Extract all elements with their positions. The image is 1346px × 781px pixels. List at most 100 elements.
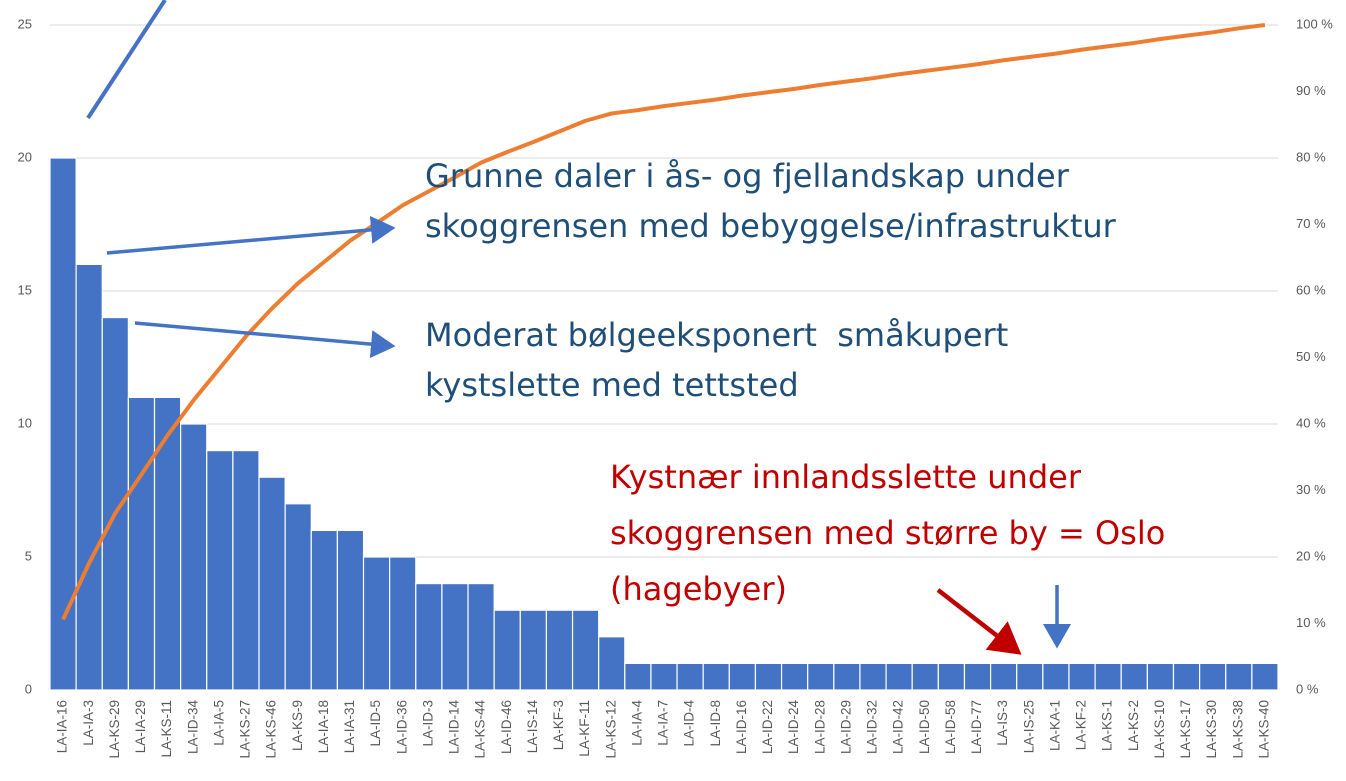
x-tick-label: LA-KS-17	[1178, 700, 1193, 759]
bar	[989, 662, 1018, 691]
bar	[676, 662, 704, 691]
annotation: kystslette med tettsted	[425, 366, 799, 404]
y2-tick-label: 90 %	[1296, 83, 1326, 98]
x-tick-label: LA-KS-9	[290, 700, 305, 751]
bar	[598, 636, 626, 691]
bar	[180, 423, 208, 691]
pointer-line	[86, 0, 167, 120]
bar	[1120, 662, 1148, 691]
x-tick-label: LA-IA-31	[342, 700, 357, 753]
bar	[519, 609, 548, 691]
bar	[441, 582, 469, 691]
bar	[911, 662, 939, 691]
x-tick-label: LA-ID-3	[420, 700, 435, 747]
bar	[937, 662, 966, 691]
annotation: skoggrensen med større by = Oslo	[610, 514, 1165, 552]
x-tick-label: LA-IA-3	[81, 700, 96, 746]
x-tick-label: LA-KF-3	[551, 700, 566, 750]
x-tick-label: LA-ID-58	[943, 700, 958, 754]
x-tick-label: LA-ID-34	[185, 700, 200, 755]
arrow	[106, 215, 396, 255]
annotation: skoggrensen med bebyggelse/infrastruktur	[425, 207, 1117, 245]
bar	[49, 157, 77, 691]
x-tick-label: LA-ID-50	[917, 700, 932, 754]
bar	[206, 450, 234, 691]
x-tick-label: LA-KS-38	[1230, 700, 1245, 759]
x-tick-label: LA-KS-46	[264, 700, 279, 759]
bar	[1068, 662, 1096, 691]
arrow	[936, 588, 1022, 655]
x-tick-label: LA-KS-12	[603, 700, 618, 759]
bar	[1172, 662, 1201, 691]
x-tick-label: LA-ID-32	[865, 700, 880, 754]
x-tick-label: LA-ID-28	[812, 700, 827, 754]
bar	[415, 582, 443, 691]
x-tick-label: LA-KS-10	[1152, 700, 1167, 759]
y2-tick-label: 10 %	[1296, 615, 1326, 630]
bar	[1094, 662, 1122, 691]
x-tick-label: LA-KF-11	[577, 700, 592, 757]
y-tick-label: 15	[18, 282, 32, 297]
bar	[1042, 662, 1070, 691]
bar	[467, 582, 495, 691]
bar	[1251, 662, 1279, 691]
bar	[258, 476, 286, 691]
y-tick-label: 20	[18, 149, 32, 164]
x-tick-label: LA-KS-11	[159, 700, 174, 758]
x-tick-label: LA-ID-5	[368, 700, 383, 747]
x-tick-label: LA-IS-25	[1021, 700, 1036, 753]
bar	[545, 609, 574, 691]
bar	[1016, 662, 1044, 691]
y2-tick-label: 40 %	[1296, 415, 1326, 430]
x-tick-label: LA-IS-14	[525, 700, 540, 754]
x-tick-label: LA-KS-27	[238, 700, 253, 759]
bar	[389, 556, 417, 691]
x-tick-label: LA-ID-14	[447, 700, 462, 755]
x-tick-label: LA-ID-4	[682, 700, 697, 747]
bar	[963, 662, 992, 691]
bar	[232, 450, 260, 691]
bar	[75, 263, 103, 691]
x-tick-label: LA-IA-18	[316, 700, 331, 753]
y-tick-label: 0	[25, 681, 32, 696]
x-tick-label: LA-ID-77	[969, 700, 984, 754]
x-tick-label: LA-KS-2	[1126, 700, 1141, 751]
annotation: Grunne daler i ås- og fjellandskap under	[425, 157, 1070, 195]
y-tick-label: 25	[18, 16, 32, 31]
arrow	[134, 321, 396, 359]
x-tick-label: LA-KS-30	[1204, 700, 1219, 759]
x-tick-label: LA-ID-46	[499, 700, 514, 754]
y2-tick-label: 80 %	[1296, 149, 1326, 164]
annotation: Moderat bølgeeksponert småkupert	[425, 316, 1008, 354]
bar	[1225, 662, 1253, 691]
annotation: (hagebyer)	[610, 570, 787, 608]
x-tick-label: LA-IA-29	[133, 700, 148, 753]
bar	[807, 662, 835, 691]
x-tick-label: LA-IA-16	[55, 700, 70, 753]
bar	[153, 396, 182, 691]
x-tick-label: LA-IA-4	[629, 700, 644, 746]
bar	[1199, 662, 1227, 691]
x-tick-label: LA-KA-1	[1047, 700, 1062, 751]
x-tick-label: LA-KS-40	[1256, 700, 1271, 759]
x-tick-label: LA-ID-36	[394, 700, 409, 754]
x-tick-label: LA-KS-29	[107, 700, 122, 759]
y2-tick-label: 60 %	[1296, 282, 1326, 297]
bar	[859, 662, 887, 691]
x-tick-label: LA-IA-5	[211, 700, 226, 746]
bar	[650, 662, 678, 691]
bar	[336, 529, 365, 691]
bar	[127, 396, 156, 691]
x-tick-label: LA-ID-42	[891, 700, 906, 754]
bar	[728, 662, 757, 691]
x-tick-label: LA-ID-24	[786, 700, 801, 755]
bar	[885, 662, 913, 691]
x-tick-label: LA-IS-3	[995, 700, 1010, 746]
plot-area: 0 5 10 15 20 25 0 % 10 % 20 % 30 % 40 % 50 % 60 % 70 …	[18, 16, 1334, 758]
bar	[624, 662, 652, 691]
bar	[284, 503, 312, 691]
bar	[101, 317, 129, 691]
x-tick-label: LA-KS-1	[1100, 700, 1115, 751]
y2-tick-label: 0 %	[1296, 681, 1319, 696]
